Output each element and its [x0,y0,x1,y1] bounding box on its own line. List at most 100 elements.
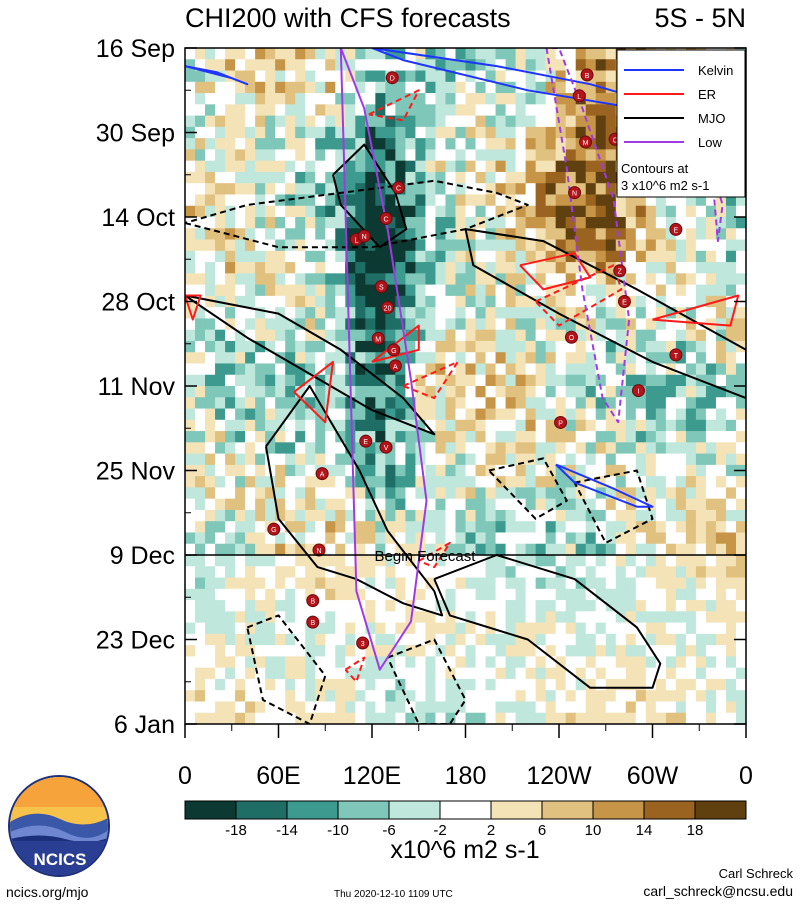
field-cell [365,239,376,252]
field-cell [525,464,537,477]
field-cell [275,250,286,263]
field-cell [455,250,467,263]
field-cell [645,622,657,635]
field-cell [205,329,216,342]
field-cell [335,126,346,139]
field-cell [325,126,336,139]
field-cell [265,453,276,466]
field-cell [285,600,296,612]
field-cell [315,217,326,229]
field-cell [615,250,627,263]
field-cell [605,183,617,196]
field-cell [595,555,607,567]
field-cell [485,273,497,286]
field-cell [365,93,376,105]
field-cell [495,115,507,128]
field-cell [205,431,216,443]
field-cell [725,397,737,410]
field-cell [705,340,717,353]
field-cell [335,600,346,612]
field-cell [445,205,457,218]
field-cell [265,588,276,601]
storm-marker: E [617,295,631,308]
storm-marker: N [357,229,371,243]
field-cell [535,577,547,590]
field-cell [345,284,356,297]
field-cell [565,138,577,150]
field-cell [315,386,326,398]
field-cell [465,690,477,703]
field-cell [345,588,356,601]
field-cell [305,273,316,286]
field-cell [215,183,226,196]
field-cell [525,81,537,94]
field-cell [185,138,196,150]
field-cell [685,431,697,443]
mjo-contour [332,143,408,249]
field-cell [465,611,477,624]
field-cell [395,374,406,387]
field-cell [515,667,527,680]
field-cell [685,442,697,455]
field-cell [635,678,647,691]
field-cell [365,498,376,511]
field-cell [355,453,366,466]
field-cell [435,205,447,218]
field-cell [345,104,356,117]
field-cell [655,318,667,331]
field-cell [275,363,286,376]
field-cell [655,600,667,612]
field-cell [385,352,396,365]
field-cell [595,690,607,703]
field-cell [455,70,467,83]
field-cell [615,228,627,241]
field-cell [385,577,396,590]
field-cell [225,442,236,455]
storm-marker-label: C [383,216,388,223]
field-cell [725,543,737,556]
field-cell [665,464,677,477]
field-cell [625,250,637,263]
field-cell [425,543,437,556]
field-cell [505,93,517,105]
field-cell [665,340,677,353]
field-cell [505,532,517,545]
field-cell [345,93,356,105]
field-cell [565,363,577,376]
field-cell [555,104,567,117]
field-cell [295,521,306,534]
field-cell [735,588,746,601]
field-cell [315,419,326,432]
field-cell [355,566,366,579]
field-cell [215,656,226,669]
field-cell [285,138,296,150]
field-cell [535,262,547,274]
field-cell [525,138,537,150]
field-cell [255,656,266,669]
field-cell [705,600,717,612]
field-cell [285,577,296,590]
field-cell [585,532,597,545]
field-cell [345,600,356,612]
field-cell [535,138,547,150]
field-cell [505,701,517,714]
field-cell [195,566,206,579]
field-cell [415,171,427,184]
field-cell [565,149,577,162]
field-cell [515,93,527,105]
field-cell [535,600,547,612]
field-cell [345,194,356,207]
field-cell [655,588,667,601]
field-cell [235,104,246,117]
field-cell [655,284,667,297]
field-cell [525,149,537,162]
field-cell [645,678,657,691]
field-cell [465,633,477,646]
field-cell [325,239,336,252]
field-cell [545,126,557,139]
field-cell [485,656,497,669]
field-cell [595,160,607,173]
x-axis: 0 60E 120E 180 120W 60W 0 [178,724,753,790]
field-cell [435,171,447,184]
field-cell [485,487,497,500]
